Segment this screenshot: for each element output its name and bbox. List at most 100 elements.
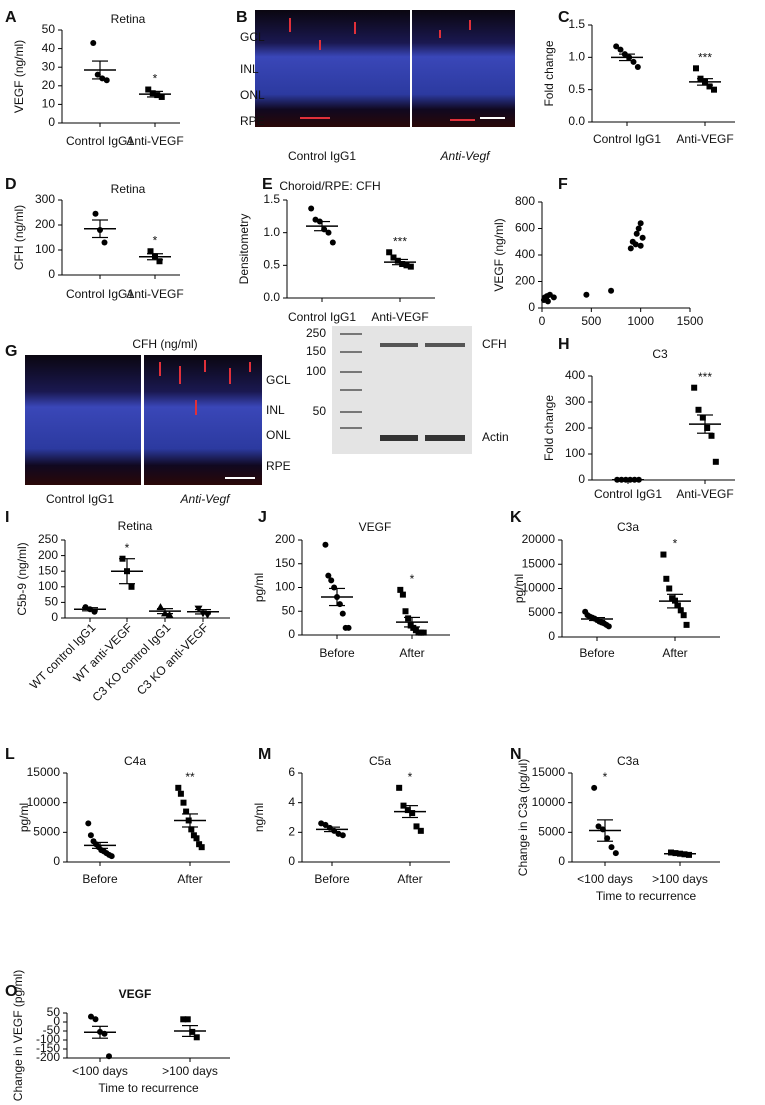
y-tick-label: 15000 bbox=[522, 556, 556, 570]
data-point bbox=[608, 844, 615, 851]
layer-label: GCL bbox=[240, 30, 265, 44]
x-tick-label: <100 days bbox=[577, 872, 633, 886]
y-tick-label: 0 bbox=[548, 629, 555, 643]
y-tick-label: 40 bbox=[42, 41, 56, 55]
data-point bbox=[189, 1028, 196, 1035]
data-point bbox=[193, 835, 200, 842]
data-point bbox=[711, 86, 717, 93]
data-point bbox=[413, 823, 420, 830]
y-tick-label: 5000 bbox=[538, 825, 565, 839]
data-point bbox=[128, 583, 135, 590]
y-tick-label: 0 bbox=[48, 267, 55, 281]
y-tick-label: 0 bbox=[53, 854, 60, 868]
y-axis-label: pg/ml bbox=[252, 573, 266, 602]
data-point bbox=[595, 823, 602, 830]
y-tick-label: 0 bbox=[53, 1014, 60, 1028]
data-point bbox=[94, 71, 101, 78]
x-tick-label: Anti-VEGF bbox=[126, 287, 183, 301]
data-point bbox=[394, 257, 401, 264]
data-point bbox=[409, 810, 416, 817]
data-point bbox=[397, 586, 404, 593]
y-axis-label: ng/ml bbox=[252, 803, 266, 832]
caption: Control IgG1 bbox=[288, 149, 356, 163]
data-point bbox=[87, 832, 94, 839]
y-axis-label: Fold change bbox=[542, 40, 556, 106]
layer-label: ONL bbox=[266, 428, 291, 442]
data-point bbox=[88, 1013, 94, 1020]
data-point bbox=[591, 784, 598, 791]
x-tick-label: Before bbox=[319, 646, 355, 660]
x-tick-label: After bbox=[397, 872, 422, 886]
x-tick-label: After bbox=[662, 646, 687, 660]
data-point bbox=[706, 83, 713, 90]
data-point bbox=[106, 1053, 112, 1060]
panel-letter: G bbox=[5, 343, 17, 360]
ladder-band bbox=[340, 333, 362, 429]
y-tick-label: 15000 bbox=[532, 765, 566, 779]
data-point bbox=[407, 263, 414, 270]
panel-letter: E bbox=[262, 176, 273, 193]
significance: * bbox=[153, 233, 158, 247]
data-point bbox=[605, 623, 612, 630]
data-point bbox=[90, 40, 97, 47]
y-tick-label: 1.5 bbox=[263, 192, 280, 206]
panel-letter: O bbox=[5, 983, 17, 1000]
data-point bbox=[633, 230, 640, 237]
y-tick-label: 100 bbox=[35, 242, 55, 256]
y-tick-label: 10000 bbox=[27, 795, 61, 809]
data-point bbox=[612, 850, 619, 857]
ladder-label: 150 bbox=[306, 344, 326, 358]
y-tick-label: 0 bbox=[48, 115, 55, 129]
data-point bbox=[308, 205, 315, 212]
y-tick-label: 0.0 bbox=[568, 114, 585, 128]
y-tick-label: 250 bbox=[38, 532, 58, 546]
y-tick-label: 0 bbox=[288, 854, 295, 868]
data-point bbox=[405, 615, 412, 622]
x-tick-label: 1500 bbox=[677, 314, 704, 328]
data-point bbox=[180, 799, 187, 806]
data-point bbox=[399, 591, 406, 598]
data-point bbox=[403, 262, 410, 269]
data-point bbox=[402, 608, 409, 615]
data-point bbox=[639, 234, 646, 241]
significance: * bbox=[410, 572, 415, 586]
y-tick-label: -150 bbox=[36, 1041, 60, 1055]
x-tick-label: Control IgG1 bbox=[288, 310, 356, 324]
data-point bbox=[101, 239, 108, 246]
data-point bbox=[336, 601, 343, 608]
data-point bbox=[339, 610, 346, 617]
y-tick-label: 1.0 bbox=[263, 225, 280, 239]
panel-letter: J bbox=[258, 509, 267, 526]
y-tick-label: 150 bbox=[275, 556, 295, 570]
data-point bbox=[712, 458, 719, 465]
y-axis-label: Fold change bbox=[542, 395, 556, 461]
data-point bbox=[627, 245, 634, 252]
x-tick-label: 500 bbox=[581, 314, 601, 328]
y-tick-label: 200 bbox=[275, 532, 295, 546]
significance: * bbox=[603, 770, 608, 784]
x-axis-label: Time to recurrence bbox=[98, 1081, 199, 1095]
significance: *** bbox=[698, 50, 712, 64]
data-point bbox=[660, 551, 667, 558]
y-tick-label: 50 bbox=[282, 603, 296, 617]
data-point bbox=[156, 258, 163, 265]
data-point bbox=[686, 851, 692, 858]
data-point bbox=[103, 77, 110, 84]
data-point bbox=[608, 287, 615, 294]
y-tick-label: 300 bbox=[35, 192, 55, 206]
chart-title: Retina bbox=[111, 12, 146, 26]
y-tick-label: 20 bbox=[42, 78, 56, 92]
y-axis-label: Densitometry bbox=[237, 214, 251, 285]
significance: * bbox=[125, 541, 130, 555]
significance: *** bbox=[393, 234, 407, 248]
data-point bbox=[683, 621, 690, 628]
chart-title: C3a bbox=[617, 520, 639, 534]
y-tick-label: -50 bbox=[43, 1023, 61, 1037]
data-point bbox=[634, 64, 641, 71]
y-tick-label: 200 bbox=[515, 274, 535, 288]
data-point bbox=[328, 577, 335, 584]
significance: * bbox=[153, 72, 158, 86]
y-tick-label: 200 bbox=[38, 548, 58, 562]
data-point bbox=[390, 254, 397, 261]
chart-title: C5a bbox=[369, 754, 391, 768]
